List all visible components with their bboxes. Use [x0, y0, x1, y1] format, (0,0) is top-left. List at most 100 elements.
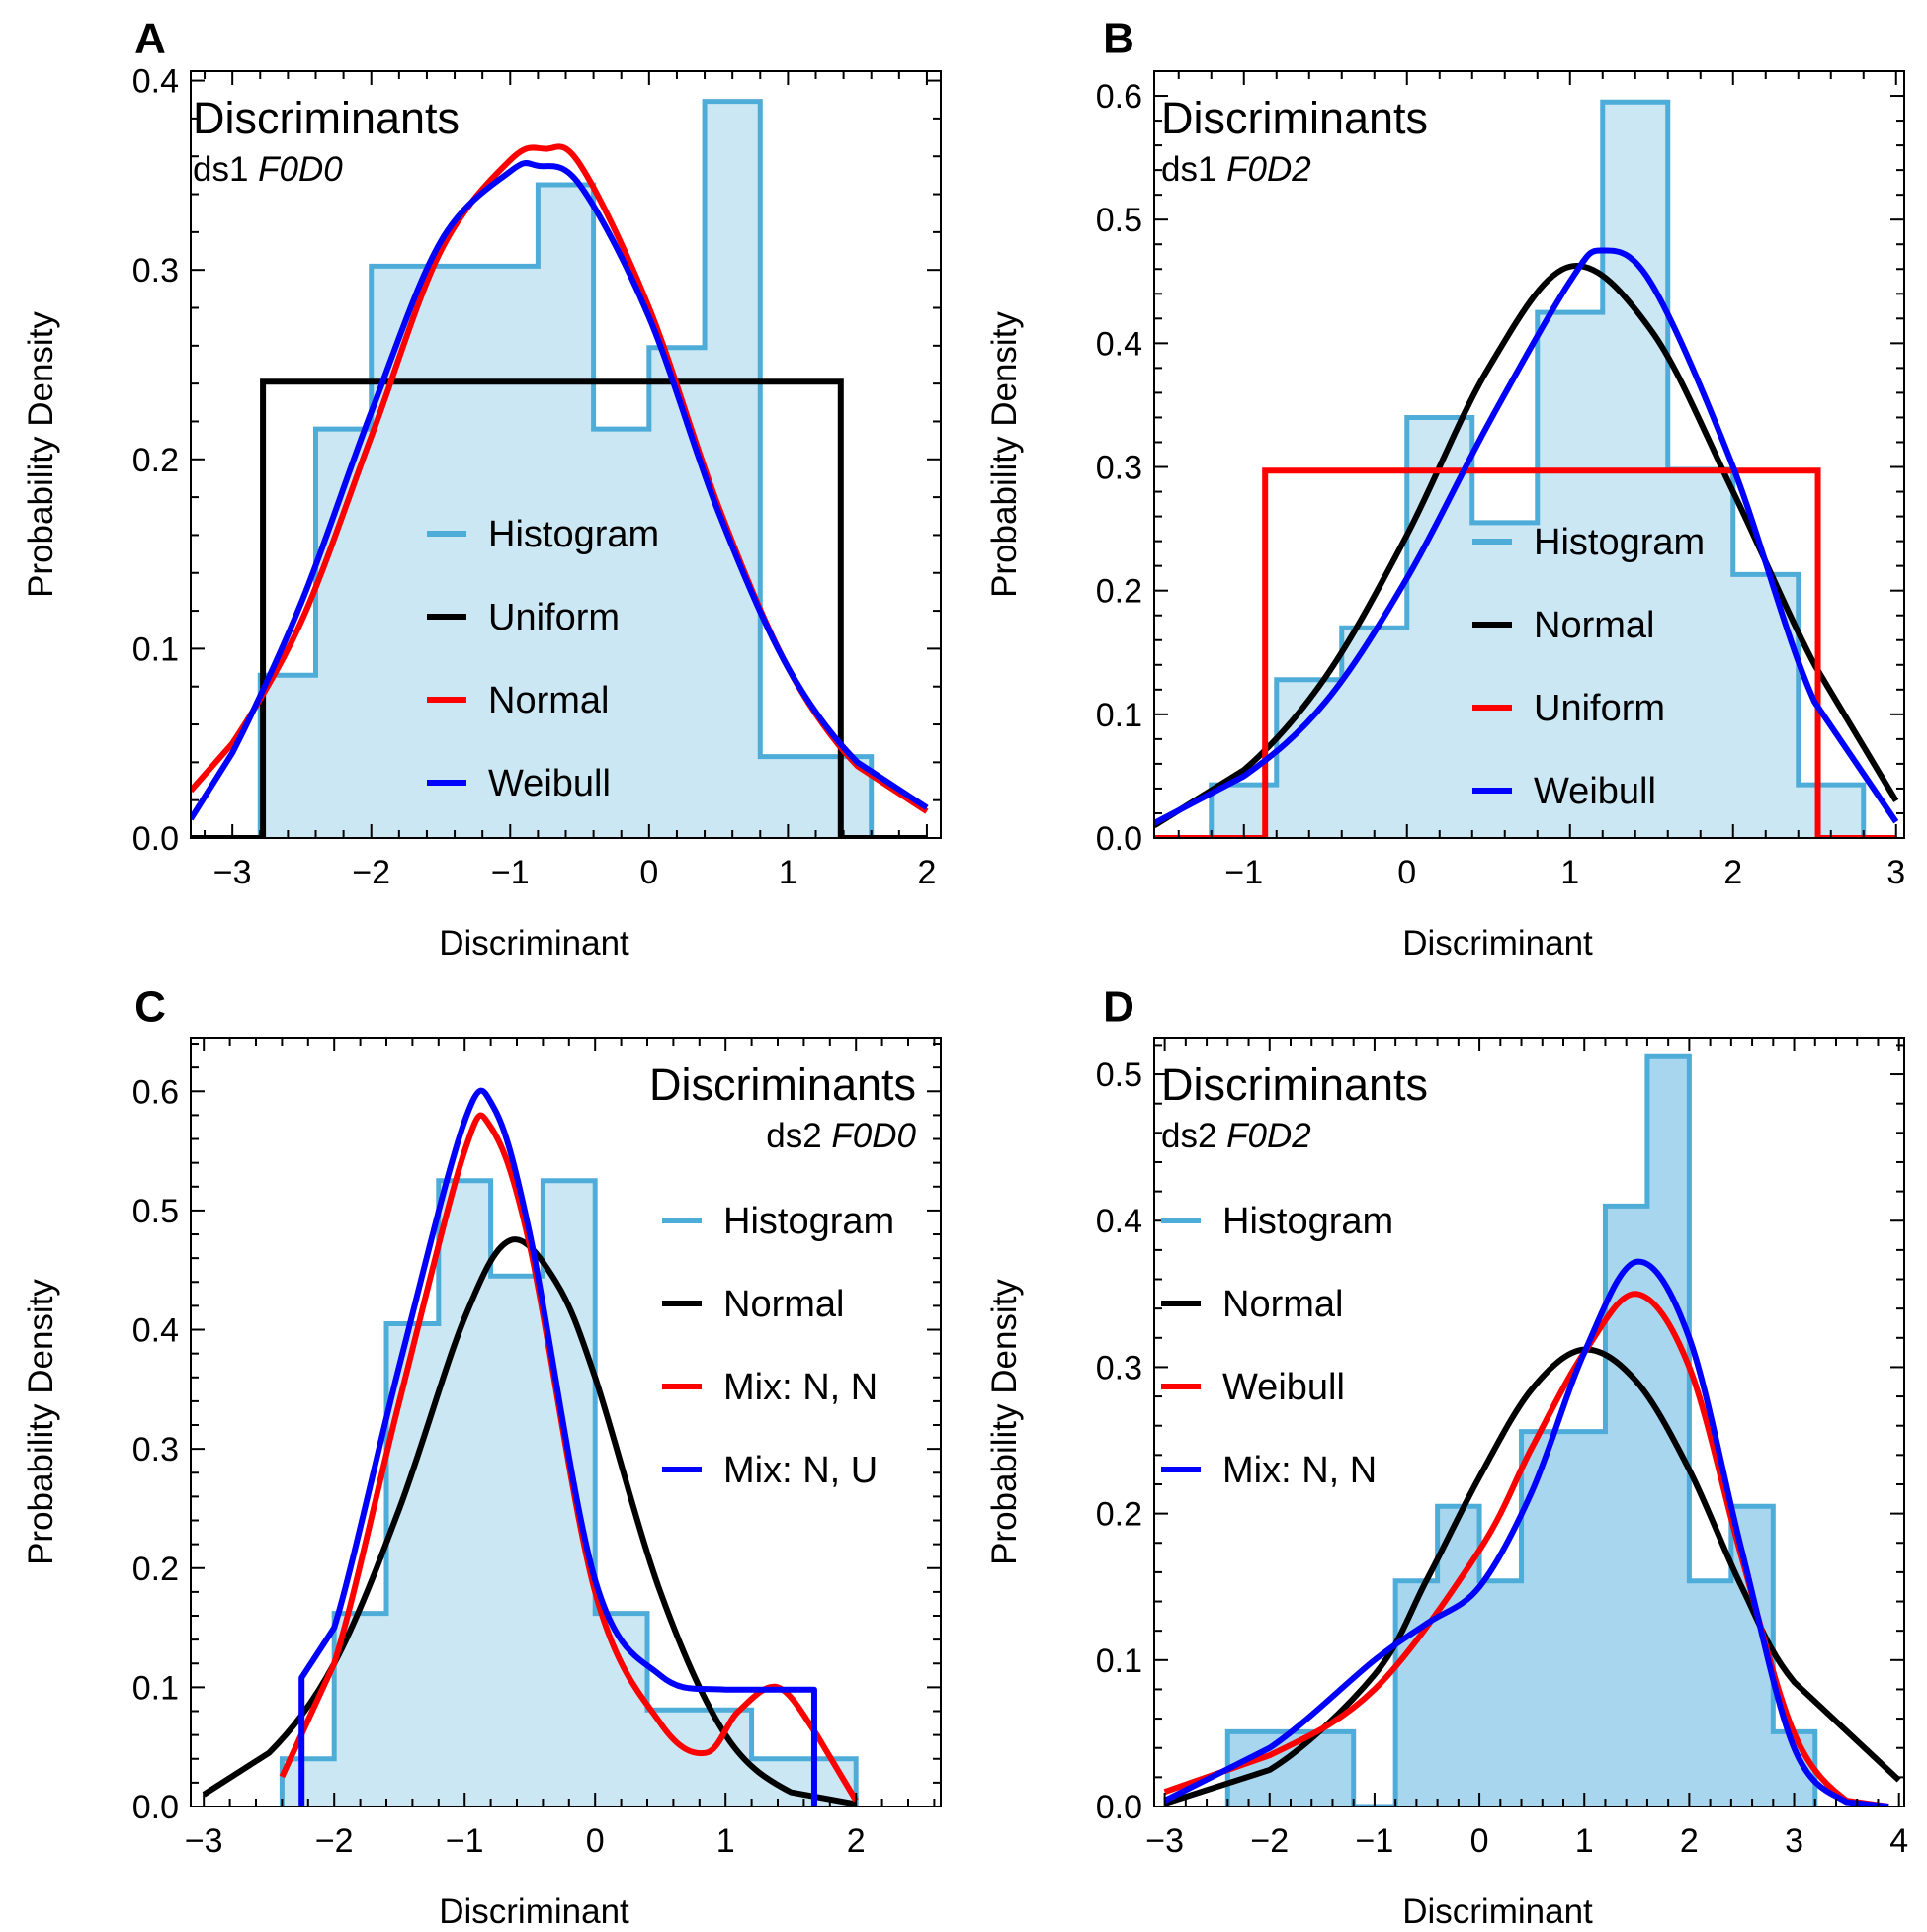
panel-d-code-label: F0D2	[1226, 1117, 1311, 1155]
panel-c-legend-label-mix-n-n: Mix: N, N	[723, 1367, 878, 1408]
panel-b-legend-label-uniform: Uniform	[1534, 688, 1665, 729]
panel-a-dataset-label: ds1	[193, 150, 258, 189]
panel-a-ytick-label: 0.2	[132, 442, 179, 479]
panel-c-xtick-label: 2	[847, 1822, 866, 1860]
panel-c-histogram-fill	[282, 1180, 857, 1806]
panel-d-xtick-label: 3	[1785, 1822, 1803, 1860]
panel-d-plot-area	[1163, 1053, 1901, 1806]
panel-d: D −3 −2 −1 0 1 2 3 4 0.0 0.1 0.2 0.3 0.4 0.5 Discrimina…	[985, 983, 1908, 1931]
panel-c-xtick-label: −3	[185, 1822, 223, 1860]
panel-a-legend-label-uniform: Uniform	[488, 597, 620, 638]
panel-c-ytick-label: 0.0	[132, 1789, 179, 1826]
panel-b-legend-label-normal: Normal	[1534, 605, 1654, 646]
panel-c-ytick-label: 0.2	[132, 1551, 179, 1588]
panel-a-histogram-bar	[260, 675, 315, 838]
panel-b-histogram-bar	[1799, 785, 1864, 838]
panel-c-annotation-title: Discriminants	[649, 1059, 916, 1110]
panel-d-ytick-label: 0.1	[1096, 1642, 1142, 1680]
panel-a-plot-area	[191, 99, 929, 838]
panel-d-xtick-label: −2	[1250, 1822, 1289, 1860]
panel-a-xtick-label: 1	[779, 854, 797, 891]
panel-d-ytick-label: 0.3	[1096, 1349, 1142, 1386]
panel-d-ytick-label: 0.4	[1096, 1203, 1142, 1240]
panel-d-xtick-label: −3	[1145, 1822, 1184, 1860]
panel-c-ytick-label: 0.5	[132, 1193, 179, 1230]
panel-d-dataset-label: ds2	[1161, 1117, 1226, 1155]
panel-a-legend-label-normal: Normal	[488, 680, 609, 721]
panel-a-legend-label-histogram: Histogram	[488, 514, 659, 555]
panel-a-ytick-label: 0.1	[132, 630, 179, 668]
panel-b-ytick-label: 0.3	[1096, 450, 1142, 487]
panel-d-letter: D	[1103, 983, 1134, 1032]
panel-b-xtick-label: 0	[1397, 854, 1416, 891]
panel-d-legend: Histogram Normal Weibull Mix: N, N	[1161, 1201, 1393, 1491]
panel-c-ytick-label: 0.1	[132, 1669, 179, 1707]
panel-d-histogram-bar	[1395, 1581, 1437, 1806]
panel-b-histogram-bar	[1342, 628, 1407, 838]
panel-b-frame	[1153, 70, 1905, 839]
panel-a-ytick-label: 0.3	[132, 252, 179, 290]
panel-c-frame	[190, 1037, 942, 1807]
panel-d-legend-label-mix-n-n: Mix: N, N	[1222, 1450, 1377, 1491]
panel-a: A −3 −2 −1 0 1 2 0.0 0.1 0.2 0.3 0.4 Discriminant Pro…	[22, 15, 942, 963]
panel-d-histogram-outline	[1224, 1053, 1818, 1806]
panel-d-legend-label-weibull: Weibull	[1222, 1367, 1345, 1408]
panel-a-annotation-subtitle: ds1 F0D0	[193, 150, 343, 189]
panel-b-xtick-label: −1	[1224, 854, 1263, 891]
panel-a-histogram-bar	[649, 348, 705, 838]
panel-c-code-label: F0D0	[831, 1117, 916, 1155]
panel-d-ytick-label: 0.5	[1096, 1056, 1142, 1094]
panel-b-series-weibull	[1154, 247, 1899, 826]
panel-b-y-axis-label: Probability Density	[985, 311, 1024, 598]
panel-b-histogram-bar	[1407, 417, 1472, 838]
panel-d-legend-label-normal: Normal	[1222, 1284, 1343, 1325]
panel-c-dataset-label: ds2	[766, 1117, 831, 1155]
panel-d-xtick-label: 2	[1680, 1822, 1699, 1860]
panel-d-ytick-label: 0.0	[1096, 1789, 1142, 1826]
panel-c-xtick-label: −2	[315, 1822, 354, 1860]
panel-b-ytick-label: 0.4	[1096, 325, 1142, 363]
panel-c-x-axis-label: Discriminant	[439, 1892, 629, 1927]
panel-a-y-axis-label: Probability Density	[22, 311, 60, 598]
panel-d-histogram-bar	[1689, 1581, 1730, 1806]
panel-a-xtick-label: 2	[917, 854, 936, 891]
panel-b-letter: B	[1103, 15, 1134, 63]
panel-b-series-normal	[1154, 263, 1899, 829]
panel-b-histogram-outline	[1209, 99, 1867, 838]
panel-a-histogram-bar	[760, 757, 871, 838]
panel-a-legend: Histogram Uniform Normal Weibull	[427, 514, 659, 804]
panel-b-legend-label-histogram: Histogram	[1534, 522, 1705, 563]
panel-d-x-axis-label: Discriminant	[1402, 1892, 1593, 1927]
panel-a-xtick-label: 0	[639, 854, 658, 891]
panel-a-series-weibull	[191, 160, 929, 821]
panel-b-series-uniform	[1154, 467, 1896, 838]
panel-a-legend-label-weibull: Weibull	[488, 763, 611, 804]
panel-a-histogram-bar	[538, 185, 593, 838]
panel-d-xtick-label: 0	[1470, 1822, 1489, 1860]
panel-d-xtick-label: 4	[1889, 1822, 1908, 1860]
panel-c-legend-label-normal: Normal	[723, 1284, 844, 1325]
panel-d-y-axis-label: Probability Density	[985, 1279, 1024, 1565]
panel-b-dataset-label: ds1	[1161, 150, 1226, 189]
panel-d-frame	[1153, 1037, 1905, 1807]
panel-c-xtick-label: −1	[446, 1822, 484, 1860]
panel-c-histogram-bar	[647, 1710, 700, 1806]
panel-b-annotation-subtitle: ds1 F0D2	[1161, 150, 1311, 189]
panel-a-xtick-label: −3	[213, 854, 252, 891]
panel-d-xtick-label: −1	[1356, 1822, 1394, 1860]
panel-a-x-axis-label: Discriminant	[439, 924, 629, 963]
panel-b-code-label: F0D2	[1226, 150, 1311, 189]
panel-c-ytick-label: 0.4	[132, 1312, 179, 1350]
panel-b-histogram-bar	[1538, 312, 1603, 838]
panel-a-ytick-label: 0.0	[132, 820, 179, 858]
panel-b-plot-area	[1154, 99, 1899, 838]
panel-c-histogram-bar	[491, 1276, 544, 1806]
panel-b-x-axis-label: Discriminant	[1402, 924, 1593, 963]
panel-c-legend-label-mix-n-u: Mix: N, U	[723, 1450, 878, 1491]
panel-c-ytick-label: 0.3	[132, 1431, 179, 1469]
panel-b-ytick-label: 0.6	[1096, 78, 1142, 116]
panel-b-xtick-label: 2	[1723, 854, 1742, 891]
panel-d-annotation-title: Discriminants	[1161, 1059, 1428, 1110]
panel-b: B −1 0 1 2 3 0.0 0.1 0.2 0.3 0.4 0.5 0.6 Discriminant…	[985, 15, 1905, 963]
